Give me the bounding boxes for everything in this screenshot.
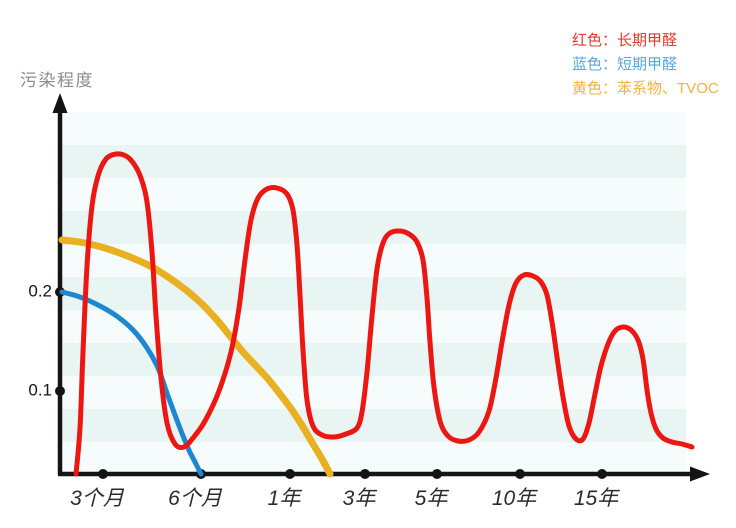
x-axis-tick-dot bbox=[285, 469, 295, 479]
x-axis-tick-dot bbox=[597, 469, 607, 479]
x-axis-tick-dot bbox=[98, 469, 108, 479]
series-line-benzene-tvoc bbox=[58, 236, 334, 478]
x-axis-tick-dot bbox=[360, 469, 370, 479]
series-line-short-term-formaldehyde bbox=[59, 289, 204, 477]
series-line-long-term-formaldehyde bbox=[73, 151, 695, 477]
x-axis-tick-dot bbox=[432, 469, 442, 479]
x-axis-tick-dot bbox=[515, 469, 525, 479]
legend-item-long-term-formaldehyde: 红色：长期甲醛 bbox=[572, 32, 678, 49]
legend-item-short-term-formaldehyde: 蓝色：短期甲醛 bbox=[572, 56, 678, 73]
y-axis-arrowhead-icon bbox=[52, 93, 68, 113]
y-axis-tick-dot bbox=[55, 386, 65, 396]
x-axis-arrowhead-icon bbox=[690, 466, 710, 482]
legend-item-benzene-tvoc: 黄色：苯系物、TVOC bbox=[572, 80, 719, 97]
legend: 红色：长期甲醛 蓝色：短期甲醛 黄色：苯系物、TVOC bbox=[572, 29, 719, 101]
y-axis-label: 污染程度 bbox=[20, 71, 94, 90]
